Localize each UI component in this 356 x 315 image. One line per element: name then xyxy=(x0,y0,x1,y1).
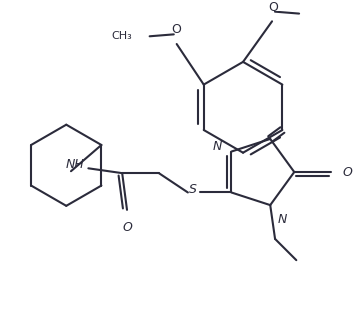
Text: N: N xyxy=(212,140,222,153)
Text: S: S xyxy=(189,183,197,196)
Text: O: O xyxy=(342,165,352,179)
Text: O: O xyxy=(171,23,180,36)
Text: N: N xyxy=(278,213,287,226)
Text: O: O xyxy=(122,221,132,234)
Text: CH₃: CH₃ xyxy=(111,31,132,41)
Text: O: O xyxy=(268,1,278,14)
Text: NH: NH xyxy=(66,158,84,171)
